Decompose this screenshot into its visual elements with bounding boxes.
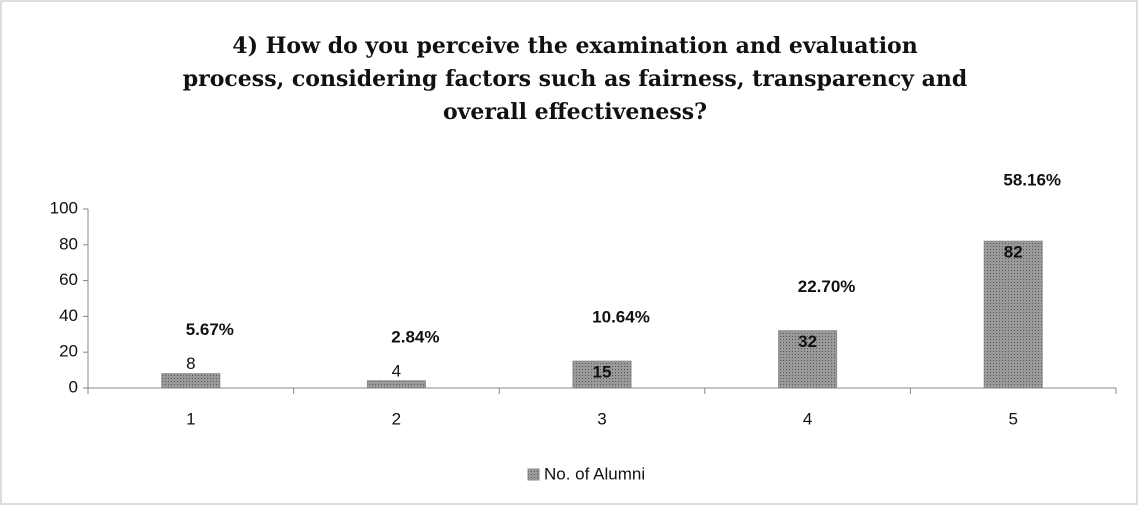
bar	[983, 240, 1043, 389]
bar	[778, 330, 838, 389]
percent-label: 2.84%	[391, 327, 439, 346]
percent-label: 10.64%	[592, 308, 650, 327]
percent-label: 22.70%	[798, 277, 856, 296]
chart-title: overall effectiveness?	[443, 99, 707, 125]
x-tick-label: 1	[186, 409, 195, 428]
y-tick-label: 20	[59, 342, 78, 361]
y-tick-label: 80	[59, 234, 78, 253]
bar	[366, 380, 426, 389]
x-tick-label: 4	[803, 409, 812, 428]
bar	[572, 360, 632, 389]
legend-label: No. of Alumni	[544, 464, 645, 483]
chart-title: 4) How do you perceive the examination a…	[232, 33, 917, 59]
x-tick-label: 5	[1008, 409, 1017, 428]
x-tick-label: 2	[392, 409, 401, 428]
chart-title: process, considering factors such as fai…	[183, 66, 967, 92]
y-tick-label: 60	[59, 270, 78, 289]
x-tick-label: 3	[597, 409, 606, 428]
y-tick-label: 0	[69, 377, 78, 396]
y-tick-label: 100	[50, 198, 78, 217]
legend-swatch	[527, 468, 540, 481]
data-label: 4	[392, 361, 401, 380]
percent-label: 58.16%	[1003, 171, 1061, 190]
data-label: 32	[798, 332, 817, 351]
data-label: 82	[1004, 243, 1023, 262]
bar	[161, 373, 221, 389]
percent-label: 5.67%	[186, 320, 234, 339]
data-label: 8	[186, 354, 195, 373]
y-tick-label: 40	[59, 306, 78, 325]
data-label: 15	[593, 363, 612, 382]
